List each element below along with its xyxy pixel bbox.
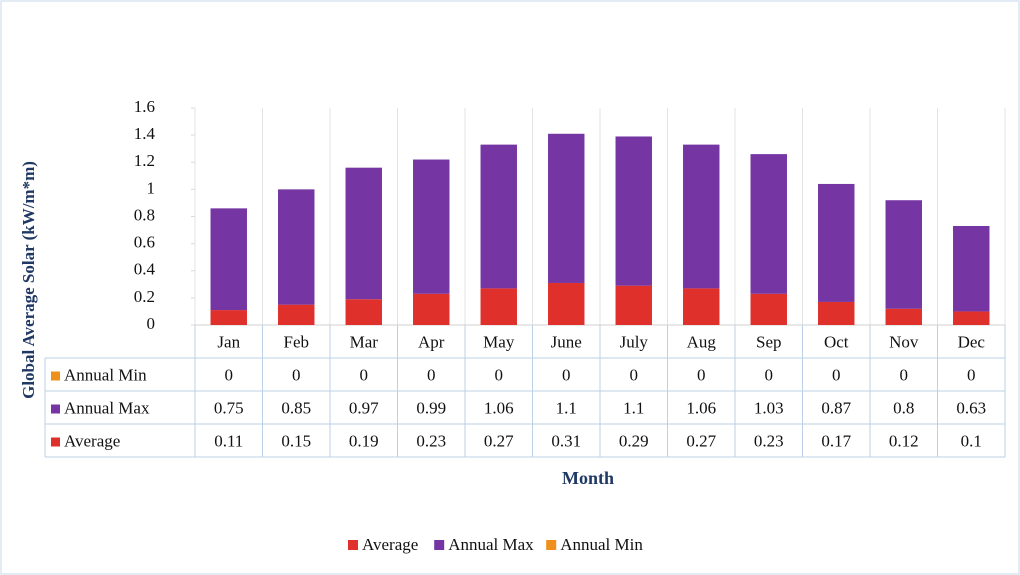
table-value: 0 bbox=[967, 365, 976, 384]
table-value: 0 bbox=[630, 365, 639, 384]
table-value: 0.8 bbox=[893, 398, 914, 417]
bar bbox=[278, 304, 315, 325]
legend-key bbox=[434, 540, 445, 550]
table-value: 0 bbox=[900, 365, 909, 384]
table-value: 0 bbox=[495, 365, 504, 384]
bar bbox=[683, 288, 720, 325]
table-value: 0 bbox=[360, 365, 369, 384]
legend-label: Annual Max bbox=[448, 535, 534, 554]
x-axis-title: Month bbox=[562, 468, 614, 488]
bar bbox=[885, 308, 922, 325]
bar bbox=[818, 183, 855, 302]
table-value: 0.12 bbox=[889, 431, 919, 450]
x-tick-label: Mar bbox=[350, 332, 379, 351]
legend-key bbox=[546, 540, 557, 550]
x-tick-label: Aug bbox=[687, 332, 717, 351]
bar bbox=[480, 288, 517, 325]
table-value: 1.1 bbox=[556, 398, 577, 417]
bar bbox=[548, 282, 585, 325]
bar bbox=[345, 299, 382, 325]
table-value: 1.1 bbox=[623, 398, 644, 417]
bar bbox=[750, 154, 787, 294]
table-value: 1.03 bbox=[754, 398, 784, 417]
table-value: 0.27 bbox=[484, 431, 514, 450]
x-tick-label: Apr bbox=[418, 332, 445, 351]
x-tick-label: Oct bbox=[824, 332, 849, 351]
table-value: 0 bbox=[832, 365, 841, 384]
table-value: 0.1 bbox=[961, 431, 982, 450]
bar bbox=[953, 225, 990, 312]
y-tick-label: 0.4 bbox=[134, 260, 156, 279]
legend-key bbox=[348, 540, 358, 550]
bar bbox=[413, 293, 450, 325]
y-tick-label: 1.2 bbox=[134, 151, 155, 170]
bar bbox=[885, 200, 922, 309]
bar bbox=[413, 159, 450, 294]
bar bbox=[548, 133, 585, 283]
bar bbox=[615, 285, 652, 325]
table-value: 0 bbox=[225, 365, 234, 384]
table-value: 0.63 bbox=[956, 398, 986, 417]
x-tick-label: Sep bbox=[756, 332, 782, 351]
table-value: 0 bbox=[427, 365, 436, 384]
table-value: 0.17 bbox=[821, 431, 851, 450]
table-value: 0.11 bbox=[214, 431, 243, 450]
table-value: 1.06 bbox=[484, 398, 514, 417]
row-label: Annual Max bbox=[64, 398, 150, 417]
legend-label: Annual Min bbox=[560, 535, 643, 554]
legend-key bbox=[51, 371, 60, 381]
table-value: 0 bbox=[765, 365, 774, 384]
y-tick-label: 0 bbox=[147, 314, 156, 333]
y-tick-label: 1.6 bbox=[134, 97, 155, 116]
x-tick-label: Jan bbox=[217, 332, 240, 351]
y-tick-label: 1 bbox=[147, 178, 156, 197]
y-axis-title: Global Average Solar (kW/m*m) bbox=[19, 161, 38, 399]
legend-label: Average bbox=[362, 535, 418, 554]
table-value: 0.29 bbox=[619, 431, 649, 450]
bar bbox=[480, 144, 517, 289]
y-tick-label: 0.8 bbox=[134, 205, 155, 224]
legend-key bbox=[51, 404, 60, 414]
x-tick-label: July bbox=[620, 332, 649, 351]
bar bbox=[278, 189, 315, 305]
table-value: 0 bbox=[697, 365, 706, 384]
x-tick-label: June bbox=[551, 332, 582, 351]
bar bbox=[210, 208, 247, 311]
bar bbox=[953, 311, 990, 325]
table-value: 0.75 bbox=[214, 398, 244, 417]
table-value: 1.06 bbox=[686, 398, 716, 417]
bar bbox=[683, 144, 720, 289]
table-value: 0.87 bbox=[821, 398, 851, 417]
table-value: 0.15 bbox=[281, 431, 311, 450]
table-value: 0.23 bbox=[754, 431, 784, 450]
table-value: 0.99 bbox=[416, 398, 446, 417]
table-value: 0.97 bbox=[349, 398, 379, 417]
x-tick-label: May bbox=[483, 332, 515, 351]
y-tick-label: 1.4 bbox=[134, 124, 156, 143]
x-tick-label: Feb bbox=[284, 332, 310, 351]
table-value: 0 bbox=[292, 365, 301, 384]
table-value: 0.27 bbox=[686, 431, 716, 450]
y-tick-label: 0.6 bbox=[134, 233, 155, 252]
x-tick-label: Dec bbox=[958, 332, 986, 351]
bar bbox=[818, 301, 855, 325]
x-tick-label: Nov bbox=[889, 332, 919, 351]
table-value: 0.85 bbox=[281, 398, 311, 417]
table-value: 0.31 bbox=[551, 431, 581, 450]
bar bbox=[615, 136, 652, 286]
row-label: Annual Min bbox=[64, 365, 147, 384]
y-tick-label: 0.2 bbox=[134, 287, 155, 306]
bar bbox=[210, 310, 247, 325]
table-value: 0.19 bbox=[349, 431, 379, 450]
table-value: 0 bbox=[562, 365, 571, 384]
bar bbox=[750, 293, 787, 325]
row-label: Average bbox=[64, 431, 120, 450]
table-value: 0.23 bbox=[416, 431, 446, 450]
bar bbox=[345, 167, 382, 300]
legend-key bbox=[51, 437, 60, 447]
